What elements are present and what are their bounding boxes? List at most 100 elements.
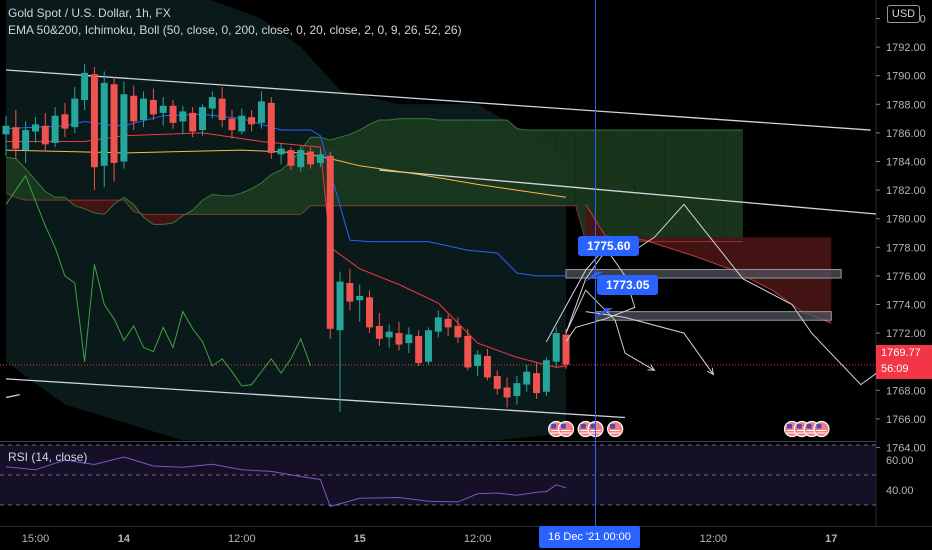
price-tick-label: 1788.00 — [886, 99, 926, 111]
cloud-segment — [516, 128, 527, 206]
candle — [159, 97, 167, 126]
cloud-segment — [526, 130, 537, 206]
candle-body — [110, 84, 118, 163]
price-tick-label: 1780.00 — [886, 214, 926, 226]
candle — [503, 377, 511, 408]
cloud-segment — [723, 130, 733, 242]
arrowhead — [647, 364, 656, 371]
flag-canton — [590, 424, 596, 429]
last-price-value: 1769.77 — [881, 347, 921, 359]
candle — [228, 110, 236, 139]
projection-arrow-2 — [585, 311, 714, 375]
price-tick-label: 1768.00 — [886, 385, 926, 397]
candle — [287, 147, 295, 171]
candle-body — [434, 317, 442, 332]
economic-event-markers[interactable] — [548, 420, 830, 438]
candle-body — [316, 154, 324, 163]
candle — [493, 370, 501, 395]
cloud-segment — [55, 197, 65, 201]
candle — [277, 142, 285, 165]
candle-body — [277, 148, 285, 155]
candle-body — [307, 151, 315, 165]
cloud-segment — [271, 170, 282, 215]
rsi-line — [5, 456, 567, 508]
time-tick-label: 14 — [118, 533, 131, 545]
chart-title[interactable]: Gold Spot / U.S. Dollar, 1h, FX — [8, 6, 171, 20]
candle — [385, 324, 393, 348]
rsi-legend[interactable]: RSI (14, close) — [8, 450, 88, 464]
candle-body — [199, 107, 206, 131]
candle — [297, 145, 305, 172]
time-tick-label: 12:00 — [464, 533, 492, 545]
candle-body — [208, 97, 216, 109]
price-callout-1773[interactable]: 1773.05 — [597, 275, 659, 295]
projection-arrow-1 — [565, 289, 655, 371]
flag-canton — [787, 424, 792, 429]
trendlines[interactable] — [5, 69, 880, 419]
candle — [2, 115, 10, 156]
cloud-segment — [507, 120, 517, 206]
candle-body — [395, 333, 403, 345]
candle-body — [228, 118, 236, 131]
callout-pointer-1 — [585, 271, 604, 282]
rsi-pane[interactable]: 40.00 60.00 — [0, 444, 914, 508]
cloud-segment — [546, 130, 557, 206]
cloud-segment — [192, 200, 203, 215]
cloud-segment — [615, 130, 625, 242]
candle — [552, 327, 560, 368]
flag-canton — [610, 424, 616, 429]
candle — [513, 376, 521, 405]
candle — [336, 271, 344, 412]
candle — [61, 102, 69, 138]
senkou-span-a — [5, 118, 743, 225]
cloud-segment — [340, 134, 350, 206]
flag-canton — [796, 424, 802, 429]
candle-body — [81, 72, 89, 101]
cloud-segment — [349, 130, 360, 206]
candle-body — [238, 115, 246, 132]
candle — [533, 363, 541, 399]
currency-badge[interactable]: USD — [887, 5, 920, 23]
cloud-segment — [733, 130, 743, 242]
price-callout-1775[interactable]: 1775.60 — [578, 236, 640, 256]
candle-body — [61, 114, 69, 129]
cloud-segment — [153, 214, 164, 225]
candle-body — [149, 100, 157, 115]
cloud-segment — [487, 120, 498, 206]
cloud-segment — [566, 130, 576, 206]
arrowhead — [707, 367, 715, 376]
candle-body — [31, 124, 39, 132]
price-tick-label: 1790.00 — [886, 71, 926, 83]
cloud-segment — [94, 200, 105, 215]
candle — [444, 314, 452, 336]
candle — [307, 147, 315, 169]
cloud-segment — [644, 130, 655, 242]
candle — [474, 350, 482, 376]
candle — [375, 313, 383, 346]
bollinger-band-area — [6, 0, 566, 441]
cloud-segment — [457, 120, 468, 206]
candle — [120, 81, 128, 169]
price-tick-label: 1784.00 — [886, 157, 926, 169]
cloud-segment — [605, 130, 616, 242]
price-axis-panel[interactable] — [876, 0, 932, 526]
candle — [454, 317, 462, 344]
cloud-segment — [281, 161, 291, 215]
cloud-segment — [251, 182, 262, 215]
candle-body — [297, 150, 305, 168]
candle — [100, 71, 108, 188]
candle — [326, 151, 334, 339]
candlesticks[interactable] — [2, 64, 570, 412]
cloud-segment — [261, 174, 272, 215]
price-tick-label: 1774.00 — [886, 300, 926, 312]
cloud-segment — [222, 195, 232, 215]
candle-body — [22, 130, 30, 151]
candle-body — [493, 376, 501, 389]
indicators-legend[interactable]: EMA 50&200, Ichimoku, Boll (50, close, 0… — [8, 23, 462, 37]
candle — [140, 91, 148, 128]
flag-bg — [557, 420, 575, 438]
candle — [562, 328, 570, 369]
time-tick-label: 12:00 — [228, 533, 256, 545]
